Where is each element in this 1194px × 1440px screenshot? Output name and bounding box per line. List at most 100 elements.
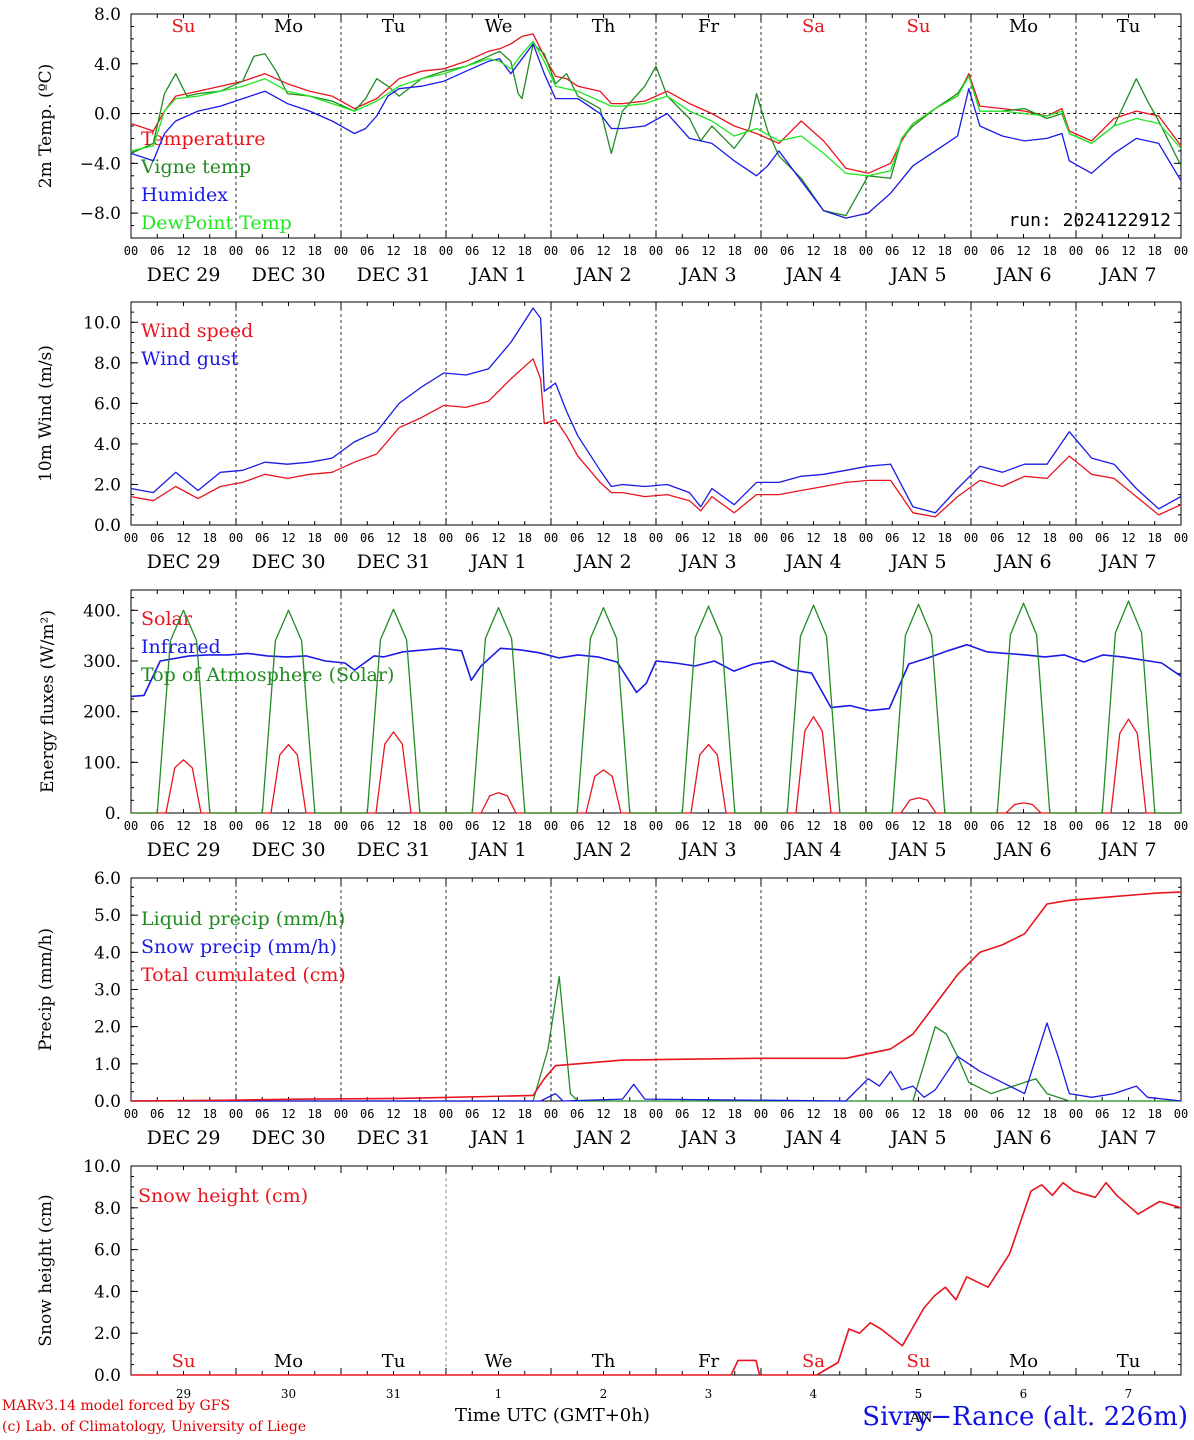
date-label: JAN 5 — [888, 839, 946, 861]
day-name-label: Sa — [802, 1351, 825, 1372]
hour-tick-label: 06 — [990, 1107, 1004, 1121]
y-tick-label: 1.0 — [94, 1055, 121, 1075]
y-tick-label: 2.0 — [94, 1018, 121, 1038]
day-name-label: Su — [172, 16, 196, 37]
date-label: JAN 3 — [678, 1127, 736, 1149]
legend-entry: Wind gust — [141, 348, 239, 370]
date-label: JAN 5 — [888, 264, 946, 286]
date-label: JAN 7 — [1098, 264, 1156, 286]
legend-entry: Snow precip (mm/h) — [141, 936, 337, 958]
hour-tick-label: 06 — [885, 819, 899, 833]
hour-tick-label: 12 — [386, 1107, 400, 1121]
legend-entry: Total cumulated (cm) — [141, 964, 346, 986]
y-axis-title: Precip (mm/h) — [36, 928, 56, 1051]
hour-tick-label: 18 — [518, 1107, 532, 1121]
y-tick-label: 200. — [83, 703, 121, 723]
hour-tick-label: 12 — [1121, 531, 1135, 545]
hour-tick-label: 12 — [806, 244, 820, 258]
hour-tick-label: 12 — [176, 1107, 190, 1121]
legend-entry: Vigne temp — [140, 156, 251, 178]
hour-tick-label: 18 — [623, 531, 637, 545]
y-axis-title: Energy fluxes (W/m²) — [38, 610, 58, 793]
date-label: JAN 5 — [888, 1127, 946, 1149]
day-name-label: We — [485, 1351, 513, 1372]
y-tick-label: 2.0 — [94, 1324, 121, 1344]
day-name-label: Tu — [1117, 16, 1141, 37]
hour-tick-label: 18 — [728, 819, 742, 833]
series-line-3-0 — [131, 975, 1181, 1102]
hour-tick-label: 18 — [1148, 819, 1162, 833]
date-label: JAN 1 — [468, 551, 526, 573]
hour-tick-label: 12 — [1016, 1107, 1030, 1121]
hour-tick-label: 18 — [833, 531, 847, 545]
legend-entry: Temperature — [141, 128, 265, 150]
date-label: DEC 30 — [252, 1127, 326, 1149]
hour-tick-label: 00 — [964, 819, 978, 833]
legend-entry: DewPoint Temp — [141, 212, 292, 234]
hour-tick-label: 12 — [386, 819, 400, 833]
series-line-0-3 — [130, 40, 1182, 177]
hour-tick-label: 18 — [308, 531, 322, 545]
date-label: DEC 30 — [252, 839, 326, 861]
hour-tick-label: 00 — [1069, 531, 1083, 545]
hour-tick-label: 00 — [439, 1107, 453, 1121]
hour-tick-label: 18 — [1043, 244, 1057, 258]
date-number: 3 — [705, 1387, 713, 1401]
hour-tick-label: 06 — [150, 819, 164, 833]
hour-tick-label: 00 — [754, 819, 768, 833]
hour-tick-label: 00 — [124, 819, 138, 833]
hour-tick-label: 00 — [649, 531, 663, 545]
series-line-0-2 — [130, 43, 1182, 219]
hour-tick-label: 06 — [465, 531, 479, 545]
hour-tick-label: 12 — [806, 1107, 820, 1121]
hour-tick-label: 06 — [1095, 819, 1109, 833]
hour-tick-label: 06 — [780, 244, 794, 258]
hour-tick-label: 12 — [911, 244, 925, 258]
y-tick-label: 4.0 — [94, 55, 121, 75]
hour-tick-label: 06 — [1095, 244, 1109, 258]
y-tick-label: 6.0 — [94, 869, 121, 889]
hour-tick-label: 06 — [255, 819, 269, 833]
hour-tick-label: 00 — [334, 244, 348, 258]
y-tick-label: 0.0 — [94, 105, 121, 125]
date-number: 30 — [281, 1387, 296, 1401]
date-number: 1 — [495, 1387, 503, 1401]
day-name-label: Mo — [274, 16, 303, 37]
series-line-4-0 — [131, 1181, 1182, 1376]
hour-tick-label: 06 — [150, 531, 164, 545]
hour-tick-label: 18 — [203, 531, 217, 545]
hour-tick-label: 18 — [413, 1107, 427, 1121]
date-label: JAN 7 — [1098, 551, 1156, 573]
hour-tick-label: 18 — [728, 244, 742, 258]
hour-tick-label: 12 — [701, 531, 715, 545]
legend-entry: Snow height (cm) — [138, 1185, 308, 1207]
y-tick-label: −4.0 — [80, 154, 121, 174]
hour-tick-label: 18 — [308, 1107, 322, 1121]
hour-tick-label: 12 — [701, 244, 715, 258]
legend-entry: Solar — [141, 608, 193, 630]
y-tick-label: 8.0 — [94, 354, 121, 374]
hour-tick-label: 12 — [281, 244, 295, 258]
hour-tick-label: 00 — [1174, 531, 1188, 545]
hour-tick-label: 12 — [596, 244, 610, 258]
y-tick-label: 100. — [83, 753, 121, 773]
hour-tick-label: 00 — [754, 1107, 768, 1121]
hour-tick-label: 06 — [885, 244, 899, 258]
series-line-3-2 — [130, 891, 1182, 1102]
hour-tick-label: 00 — [859, 1107, 873, 1121]
hour-tick-label: 12 — [806, 531, 820, 545]
plot-frame-0 — [130, 13, 1182, 239]
hour-tick-label: 12 — [1016, 244, 1030, 258]
hour-tick-label: 18 — [728, 531, 742, 545]
date-label: JAN 1 — [468, 264, 526, 286]
hour-tick-label: 12 — [596, 1107, 610, 1121]
time-axis-title: Time UTC (GMT+0h) — [455, 1405, 650, 1426]
hour-tick-label: 00 — [1174, 1107, 1188, 1121]
hour-tick-label: 00 — [1069, 244, 1083, 258]
hour-tick-label: 18 — [413, 531, 427, 545]
station-name: Sivry−Rance (alt. 226m) — [862, 1402, 1188, 1432]
hour-tick-label: 12 — [176, 819, 190, 833]
y-axis-title: 10m Wind (m/s) — [36, 345, 56, 482]
hour-tick-label: 00 — [544, 244, 558, 258]
model-credit: MARv3.14 model forced by GFS — [2, 1398, 231, 1414]
